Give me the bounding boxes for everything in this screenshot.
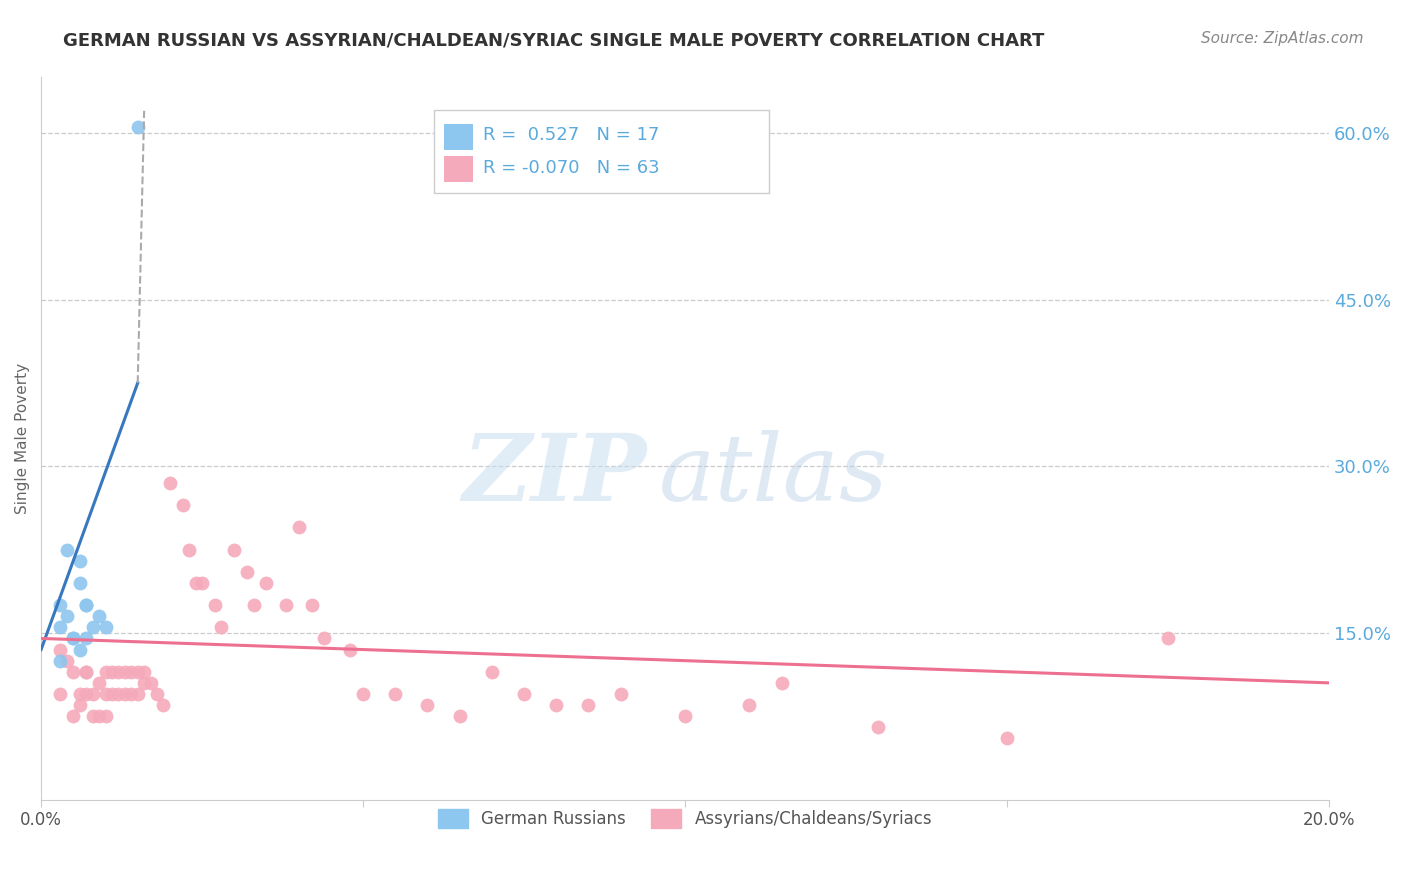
FancyBboxPatch shape (444, 156, 472, 182)
Point (139, 676, 162, 690)
Point (82, 709, 104, 723)
Point (62, 709, 84, 723)
Point (107, 687, 129, 701)
Point (56, 542, 79, 557)
Point (513, 687, 536, 701)
Point (609, 687, 631, 701)
Point (134, 665, 156, 679)
Point (301, 598, 323, 612)
Point (352, 687, 374, 701)
Point (49, 642, 72, 657)
Point (75, 665, 97, 679)
Point (69, 687, 91, 701)
Point (56, 609, 79, 624)
Point (62, 632, 84, 646)
Point (127, 120, 149, 135)
Point (49, 654, 72, 668)
Text: R =  0.527   N = 17: R = 0.527 N = 17 (482, 126, 659, 145)
Point (770, 676, 793, 690)
Point (204, 598, 226, 612)
Point (87, 609, 110, 624)
Point (146, 687, 169, 701)
Point (120, 665, 142, 679)
Point (62, 665, 84, 679)
Point (184, 575, 207, 590)
Point (69, 698, 91, 712)
Point (127, 687, 149, 701)
Point (384, 687, 406, 701)
Point (75, 598, 97, 612)
Point (62, 632, 84, 646)
Point (1157, 632, 1180, 646)
Point (578, 698, 600, 712)
Legend: German Russians, Assyrians/Chaldeans/Syriacs: German Russians, Assyrians/Chaldeans/Syr… (432, 802, 939, 835)
Point (94, 665, 117, 679)
Point (242, 598, 264, 612)
Point (114, 687, 136, 701)
Point (274, 598, 297, 612)
Text: GERMAN RUSSIAN VS ASSYRIAN/CHALDEAN/SYRIAC SINGLE MALE POVERTY CORRELATION CHART: GERMAN RUSSIAN VS ASSYRIAN/CHALDEAN/SYRI… (63, 31, 1045, 49)
Text: ZIP: ZIP (463, 430, 647, 519)
Point (134, 676, 156, 690)
Text: atlas: atlas (659, 430, 889, 519)
Point (546, 698, 568, 712)
Point (75, 665, 97, 679)
Point (82, 620, 104, 634)
Point (87, 709, 110, 723)
Point (49, 620, 72, 634)
Point (56, 654, 79, 668)
Point (868, 720, 890, 734)
Point (995, 731, 1018, 746)
Text: R = -0.070   N = 63: R = -0.070 N = 63 (482, 159, 659, 177)
Point (75, 687, 97, 701)
Point (738, 698, 761, 712)
Point (75, 632, 97, 646)
Point (120, 687, 142, 701)
FancyBboxPatch shape (434, 110, 769, 193)
Point (49, 598, 72, 612)
Text: Source: ZipAtlas.com: Source: ZipAtlas.com (1201, 31, 1364, 46)
Point (159, 475, 181, 490)
Point (75, 598, 97, 612)
Point (69, 554, 91, 568)
Point (339, 642, 361, 657)
Point (224, 542, 246, 557)
Point (449, 709, 471, 723)
Point (256, 575, 278, 590)
Point (107, 665, 129, 679)
Point (236, 565, 259, 579)
Point (673, 709, 696, 723)
Point (101, 687, 124, 701)
Point (209, 620, 232, 634)
Point (287, 520, 309, 534)
FancyBboxPatch shape (444, 124, 472, 150)
Point (69, 575, 91, 590)
Point (69, 642, 91, 657)
Point (49, 687, 72, 701)
Point (152, 698, 174, 712)
Point (172, 498, 194, 512)
Point (94, 709, 117, 723)
Point (179, 542, 201, 557)
Point (94, 687, 117, 701)
Point (82, 687, 104, 701)
Point (114, 665, 136, 679)
Y-axis label: Single Male Poverty: Single Male Poverty (15, 363, 30, 514)
Point (191, 575, 214, 590)
Point (314, 632, 336, 646)
Point (481, 665, 503, 679)
Point (94, 620, 117, 634)
Point (416, 698, 439, 712)
Point (127, 665, 149, 679)
Point (101, 665, 124, 679)
Point (87, 676, 110, 690)
